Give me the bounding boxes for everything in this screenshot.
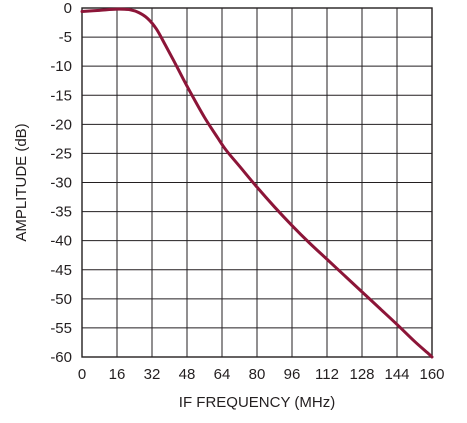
series-layer [80, 7, 434, 359]
x-tick-label: 160 [419, 366, 444, 383]
y-axis-label: AMPLITUDE (dB) [13, 123, 30, 241]
x-tick-label: 16 [109, 366, 126, 383]
x-tick-label: 64 [214, 366, 231, 383]
plot-frame [81, 7, 433, 358]
y-tick-label: 0 [64, 0, 72, 17]
x-tick-label: 80 [249, 366, 266, 383]
y-tick-label: -50 [50, 291, 72, 308]
x-tick-label: 32 [144, 366, 161, 383]
y-tick-label: -10 [50, 58, 72, 75]
x-tick-label: 48 [179, 366, 196, 383]
x-tick-labels: 0 16 32 48 64 80 96 112 128 144 160 [78, 366, 445, 383]
x-tick-label: 128 [349, 366, 374, 383]
y-tick-label: -25 [50, 145, 72, 162]
x-tick-label: 96 [284, 366, 301, 383]
y-tick-label: -60 [50, 349, 72, 366]
x-tick-label: 112 [315, 366, 339, 383]
y-tick-label: -20 [50, 116, 72, 133]
x-tick-label: 144 [384, 366, 409, 383]
y-tick-label: -35 [50, 204, 72, 221]
x-axis-label: IF FREQUENCY (MHz) [179, 394, 335, 411]
amplitude-response-line [80, 7, 434, 359]
y-tick-label: -5 [59, 29, 72, 46]
y-tick-label: -40 [50, 233, 72, 250]
grid [81, 7, 433, 358]
y-tick-label: -30 [50, 175, 72, 192]
y-tick-label: -15 [50, 87, 72, 104]
y-tick-labels: 0 -5 -10 -15 -20 -25 -30 -35 -40 -45 -50 -55 -60 [50, 0, 72, 366]
y-tick-label: -45 [50, 262, 72, 279]
x-tick-label: 0 [78, 366, 86, 383]
y-tick-label: -55 [50, 320, 72, 337]
